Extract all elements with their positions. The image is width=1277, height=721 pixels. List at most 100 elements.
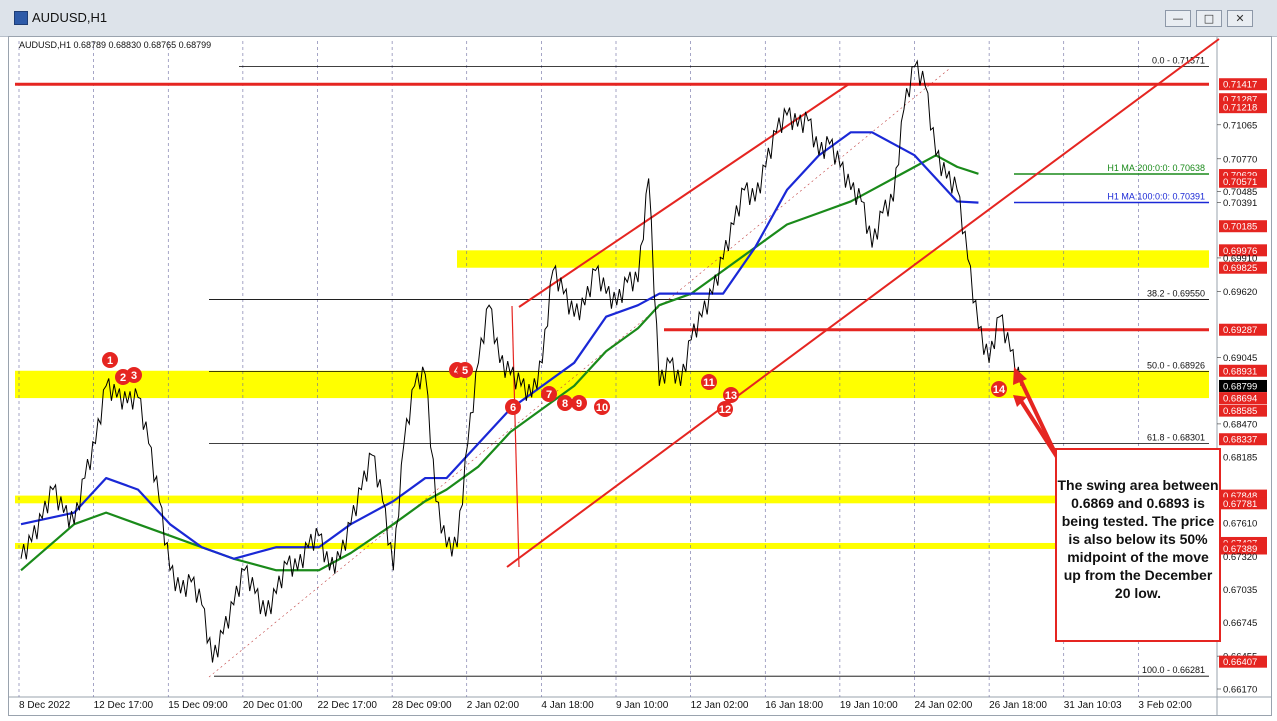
point-marker-label: 1 bbox=[107, 355, 113, 367]
price-tick-label: 0.66745 bbox=[1223, 618, 1257, 629]
yellow-zone bbox=[15, 495, 1209, 504]
x-tick-label: 26 Jan 18:00 bbox=[989, 700, 1047, 711]
price-tag-bg bbox=[1219, 175, 1267, 188]
fib-label: 100.0 - 0.66281 bbox=[1142, 665, 1205, 675]
yellow-zone bbox=[15, 370, 1209, 399]
price-tag-label: 0.67781 bbox=[1223, 499, 1257, 510]
chart-window-icon bbox=[14, 11, 28, 25]
point-marker-label: 14 bbox=[993, 384, 1006, 396]
fib-label: 61.8 - 0.68301 bbox=[1147, 432, 1205, 442]
price-tag-label: 0.70571 bbox=[1223, 177, 1257, 188]
minimize-icon[interactable]: — bbox=[1165, 10, 1191, 27]
price-tick-label: 0.69910 bbox=[1223, 253, 1257, 264]
point-marker-label: 13 bbox=[725, 390, 737, 402]
point-marker bbox=[457, 362, 473, 378]
chart-area[interactable]: 8 Dec 2022 12 Dec 17:00 15 Dec 09:00 20 Dec… bbox=[8, 36, 1272, 716]
price-tag-label: 0.68799 bbox=[1223, 381, 1257, 392]
price-tick-label: 0.71065 bbox=[1223, 120, 1257, 131]
point-marker bbox=[991, 381, 1007, 397]
price-tag-label: 0.71287 bbox=[1223, 95, 1257, 106]
title-bar[interactable]: AUDUSD,H1 — □ ✕ bbox=[0, 0, 1277, 37]
price-tag-bg bbox=[1219, 655, 1267, 668]
price-tag-bg bbox=[1219, 392, 1267, 405]
price-tag-label: 0.68337 bbox=[1223, 435, 1257, 446]
chart-svg: 8 Dec 2022 12 Dec 17:00 15 Dec 09:00 20 Dec… bbox=[9, 37, 1271, 715]
price-tick-label: 0.66170 bbox=[1223, 685, 1257, 696]
x-tick-label: 31 Jan 10:03 bbox=[1064, 700, 1122, 711]
point-marker-label: 9 bbox=[576, 398, 582, 410]
price-tick-label: 0.68470 bbox=[1223, 419, 1257, 430]
price-tag-label: 0.66407 bbox=[1223, 657, 1257, 668]
price-tag-bg bbox=[1219, 542, 1267, 555]
yellow-zone bbox=[15, 542, 1209, 549]
price-tag-label: 0.71417 bbox=[1223, 80, 1257, 91]
price-tag-label: 0.68585 bbox=[1223, 406, 1257, 417]
annotation-callout: The swing area between 0.6869 and 0.6893… bbox=[1055, 448, 1221, 642]
x-tick-label: 16 Jan 18:00 bbox=[765, 700, 823, 711]
x-tick-label: 22 Dec 17:00 bbox=[318, 700, 378, 711]
price-tag-label: 0.69287 bbox=[1223, 325, 1257, 336]
x-tick-label: 9 Jan 10:00 bbox=[616, 700, 669, 711]
point-marker bbox=[571, 395, 587, 411]
point-marker-label: 2 bbox=[120, 372, 126, 384]
callout-arrow-head bbox=[1013, 367, 1027, 385]
x-tick-label: 12 Jan 02:00 bbox=[691, 700, 749, 711]
point-marker-label: 12 bbox=[719, 404, 731, 416]
price-tag-bg bbox=[1219, 497, 1267, 510]
chart-info: AUDUSD,H1 0.68789 0.68830 0.68765 0.6879… bbox=[19, 40, 211, 50]
price-tag-bg bbox=[1219, 220, 1267, 233]
point-marker-label: 3 bbox=[131, 370, 137, 382]
x-tick-label: 19 Jan 10:00 bbox=[840, 700, 898, 711]
price-tick-label: 0.69045 bbox=[1223, 353, 1257, 364]
price-tick-label: 0.67320 bbox=[1223, 552, 1257, 563]
maximize-icon[interactable]: □ bbox=[1196, 10, 1222, 27]
price-tag-bg bbox=[1219, 404, 1267, 417]
price-tag-bg bbox=[1219, 78, 1267, 91]
point-marker-label: 7 bbox=[546, 389, 552, 401]
fib-label: H1 MA:200:0:0: 0.70638 bbox=[1107, 163, 1205, 173]
point-marker bbox=[701, 374, 717, 390]
price-tag-label: 0.67848 bbox=[1223, 491, 1257, 502]
point-marker bbox=[557, 395, 573, 411]
channel-edge bbox=[511, 305, 520, 568]
x-tick-label: 3 Feb 02:00 bbox=[1138, 700, 1192, 711]
price-tag-label: 0.69976 bbox=[1223, 246, 1257, 257]
callout-arrow-head bbox=[1013, 395, 1027, 407]
point-marker-label: 6 bbox=[510, 402, 516, 414]
price-line bbox=[20, 59, 1022, 663]
x-tick-label: 15 Dec 09:00 bbox=[168, 700, 228, 711]
x-tick-label: 12 Dec 17:00 bbox=[94, 700, 154, 711]
point-marker bbox=[126, 367, 142, 383]
channel-lower bbox=[506, 38, 1220, 568]
window-title: AUDUSD,H1 bbox=[32, 10, 108, 25]
callout-arrow bbox=[1019, 399, 1059, 459]
price-tag-bg bbox=[1219, 323, 1267, 336]
fib-label: 50.0 - 0.68926 bbox=[1147, 360, 1205, 370]
price-tick-label: 0.70485 bbox=[1223, 187, 1257, 198]
x-tick-label: 24 Jan 02:00 bbox=[915, 700, 973, 711]
point-marker bbox=[541, 386, 557, 402]
price-tag-bg bbox=[1219, 379, 1267, 392]
point-marker-label: 10 bbox=[596, 402, 608, 414]
x-tick-label: 20 Dec 01:00 bbox=[243, 700, 303, 711]
price-tag-label: 0.68694 bbox=[1223, 394, 1257, 405]
point-marker-label: 5 bbox=[462, 365, 468, 377]
yellow-zone bbox=[457, 250, 1209, 268]
point-marker bbox=[717, 401, 733, 417]
price-tag-label: 0.68931 bbox=[1223, 366, 1257, 377]
price-tick-label: 0.69620 bbox=[1223, 287, 1257, 298]
price-tick-label: 0.68185 bbox=[1223, 452, 1257, 463]
ma100-line bbox=[20, 131, 979, 560]
price-tag-label: 0.71218 bbox=[1223, 103, 1257, 114]
x-tick-label: 4 Jan 18:00 bbox=[541, 700, 594, 711]
price-tag-bg bbox=[1219, 364, 1267, 377]
price-tag-bg bbox=[1219, 433, 1267, 446]
price-tag-label: 0.67389 bbox=[1223, 544, 1257, 555]
price-tag-label: 0.70185 bbox=[1223, 222, 1257, 233]
fib-label: 38.2 - 0.69550 bbox=[1147, 288, 1205, 298]
close-icon[interactable]: ✕ bbox=[1227, 10, 1253, 27]
price-tag-label: 0.69825 bbox=[1223, 263, 1257, 274]
point-marker bbox=[505, 399, 521, 415]
price-tag-bg bbox=[1219, 244, 1267, 257]
